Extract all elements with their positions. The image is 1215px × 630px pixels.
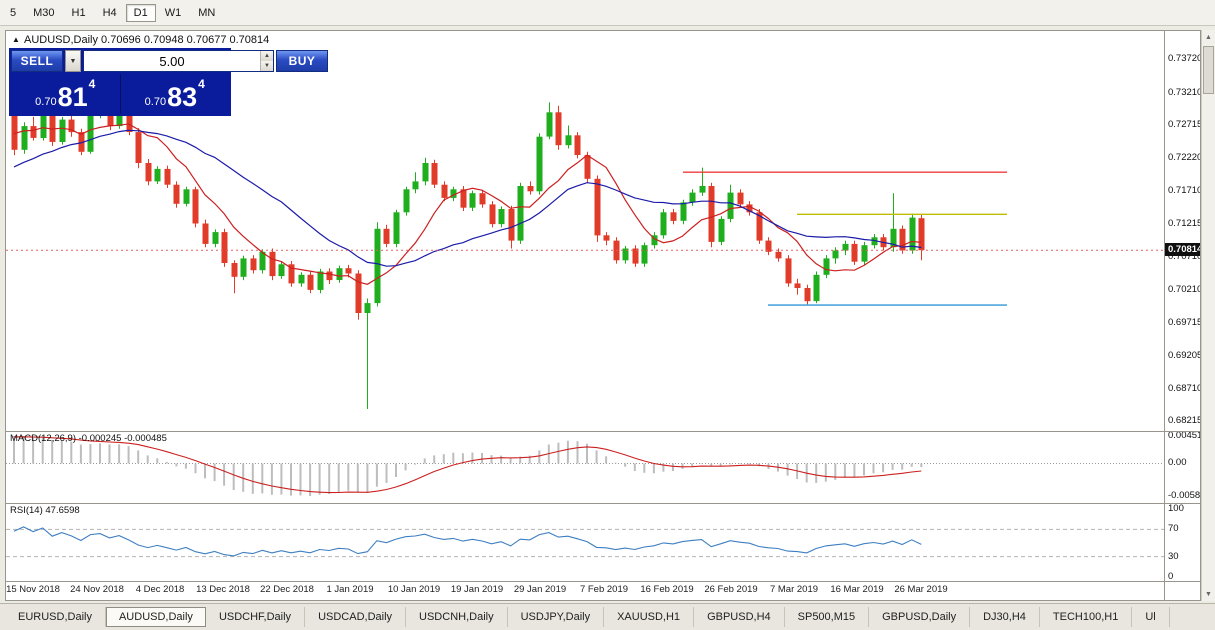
vertical-scrollbar[interactable]: ▲ ▼ [1201,30,1215,601]
one-click-collapse-icon[interactable]: ▲ [12,35,20,44]
macd-axis-label: 0.00 [1168,457,1187,469]
chart-tab-ul[interactable]: Ul [1132,607,1170,627]
date-axis-label: 13 Dec 2018 [196,584,250,595]
chart-tab-dj30-h4[interactable]: DJ30,H4 [970,607,1040,627]
price-axis-label: 0.72715 [1168,119,1201,131]
chart-tab-tech100-h1[interactable]: TECH100,H1 [1040,607,1133,627]
chart-tab-usdcad-daily[interactable]: USDCAD,Daily [305,607,407,627]
chart-tab-sp500-m15[interactable]: SP500,M15 [785,607,870,627]
rsi-value: 47.6598 [45,505,80,516]
date-axis-label: 22 Dec 2018 [260,584,314,595]
chart-ohlc-values: 0.70696 0.70948 0.70677 0.70814 [101,34,270,46]
bid-price-point: 4 [88,77,96,91]
price-axis-label: 0.70710 [1168,251,1201,263]
spinner-down-icon[interactable]: ▼ [260,61,273,71]
date-axis-label: 16 Feb 2019 [640,584,694,595]
panel-divider [6,581,1200,582]
volume-dropdown-button[interactable]: ▼ [65,50,81,72]
date-axis-label: 1 Jan 2019 [326,584,374,595]
macd-axis-label: 0.004517 [1168,430,1200,441]
macd-name: MACD(12,26,9) [10,433,76,444]
price-axis-label: 0.71215 [1168,217,1201,229]
rsi-axis-label: 0 [1168,571,1174,582]
chart-tab-gbpusd-h4[interactable]: GBPUSD,H4 [694,607,785,627]
price-axis-label: 0.68215 [1168,415,1201,427]
one-click-trading-panel: SELL ▼ ▲ ▼ BUY 0.70 81 4 0.70 83 [9,48,328,116]
sell-button[interactable]: SELL [11,50,63,72]
timeframe-button-w1[interactable]: W1 [164,6,182,19]
price-axis-label: 0.71710 [1168,185,1201,197]
date-axis-label: 19 Jan 2019 [450,584,504,595]
date-axis-label: 24 Nov 2018 [70,584,124,595]
rsi-axis-label: 30 [1168,550,1179,562]
current-price-badge: 0.70814 [1165,243,1200,257]
chart-title: AUDUSD,Daily 0.70696 0.70948 0.70677 0.7… [24,34,269,46]
volume-input[interactable] [84,51,260,71]
rsi-axis-label: 100 [1168,503,1184,514]
macd-values: -0.000245 -0.000485 [78,433,167,444]
timeframe-button-5[interactable]: 5 [10,6,17,19]
date-axis-label: 15 Nov 2018 [6,584,60,595]
chart-tab-eurusd-daily[interactable]: EURUSD,Daily [5,607,106,627]
chevron-down-icon: ▼ [69,57,77,65]
scrollbar-thumb[interactable] [1203,46,1214,94]
timeframe-button-d1[interactable]: D1 [125,3,156,22]
price-axis-label: 0.72220 [1168,151,1201,163]
bid-price[interactable]: 0.70 81 4 [11,74,120,114]
chart-tab-xauusd-h1[interactable]: XAUUSD,H1 [604,607,695,627]
timeframe-button-m30[interactable]: M30 [33,6,55,19]
chart-tab-usdjpy-daily[interactable]: USDJPY,Daily [508,607,605,627]
rsi-indicator-canvas[interactable] [6,503,1164,581]
volume-field: ▲ ▼ [83,50,274,72]
timeframe-button-mn[interactable]: MN [198,6,216,19]
date-axis-label: 7 Mar 2019 [769,584,819,595]
bid-price-pips: 81 [57,82,88,112]
rsi-label: RSI(14) 47.6598 [10,505,80,516]
chart-tab-bar: EURUSD,Daily AUDUSD,Daily USDCHF,Daily USDC… [0,603,1215,630]
chart-symbol-label: AUDUSD,Daily [24,34,98,46]
date-axis-label: 4 Dec 2018 [135,584,185,595]
bid-price-prefix: 0.70 [35,96,57,108]
ask-price-prefix: 0.70 [144,96,167,108]
spinner-up-icon[interactable]: ▲ [260,51,273,61]
rsi-name: RSI(14) [10,505,43,516]
price-axis-label: 0.70210 [1168,283,1201,295]
volume-spinner: ▲ ▼ [260,51,273,71]
panel-divider[interactable] [6,503,1200,504]
date-axis-label: 10 Jan 2019 [387,584,441,595]
date-axis-label: 7 Feb 2019 [579,584,629,595]
price-axis-label: 0.69205 [1168,350,1201,362]
price-axis-label: 0.68710 [1168,382,1201,394]
scroll-down-icon[interactable]: ▼ [1205,590,1212,598]
price-axis-label: 0.73210 [1168,86,1201,98]
price-axis-label: 0.69715 [1168,316,1201,328]
ask-price[interactable]: 0.70 83 4 [119,74,230,114]
chart-tab-usdcnh-daily[interactable]: USDCNH,Daily [406,607,508,627]
ask-price-point: 4 [198,77,205,91]
date-axis-label: 26 Feb 2019 [704,584,758,595]
chart-tab-usdchf-daily[interactable]: USDCHF,Daily [206,607,306,627]
timeframe-toolbar: 5 M30 H1 H4 D1 W1 MN [0,0,1215,26]
date-axis-label: 26 Mar 2019 [894,584,948,595]
ask-price-pips: 83 [167,82,198,112]
date-axis[interactable]: 15 Nov 2018 24 Nov 2018 4 Dec 2018 13 Dec 2… [6,582,1164,600]
date-axis-label: 29 Jan 2019 [513,584,567,595]
date-axis-label: 16 Mar 2019 [830,584,884,595]
panel-divider[interactable] [6,431,1200,432]
chart-window[interactable]: ▲ AUDUSD,Daily 0.70696 0.70948 0.70677 0… [5,30,1201,601]
price-axis-label: 0.73720 [1168,53,1201,65]
scroll-up-icon[interactable]: ▲ [1205,33,1212,41]
price-axis[interactable]: 0.73720 0.73210 0.72715 0.72220 0.71710 0.712… [1164,31,1200,600]
macd-indicator-canvas[interactable] [6,431,1164,503]
rsi-axis-label: 70 [1168,523,1179,535]
timeframe-button-h4[interactable]: H4 [102,6,117,19]
chart-tab-gbpusd-daily[interactable]: GBPUSD,Daily [869,607,971,627]
macd-label: MACD(12,26,9) -0.000245 -0.000485 [10,433,167,444]
chart-tab-audusd-daily[interactable]: AUDUSD,Daily [105,607,206,627]
price-chart-canvas[interactable] [6,31,1164,431]
buy-button[interactable]: BUY [276,50,328,72]
macd-axis-label: -0.005899 [1168,490,1201,501]
timeframe-button-h1[interactable]: H1 [71,6,86,19]
